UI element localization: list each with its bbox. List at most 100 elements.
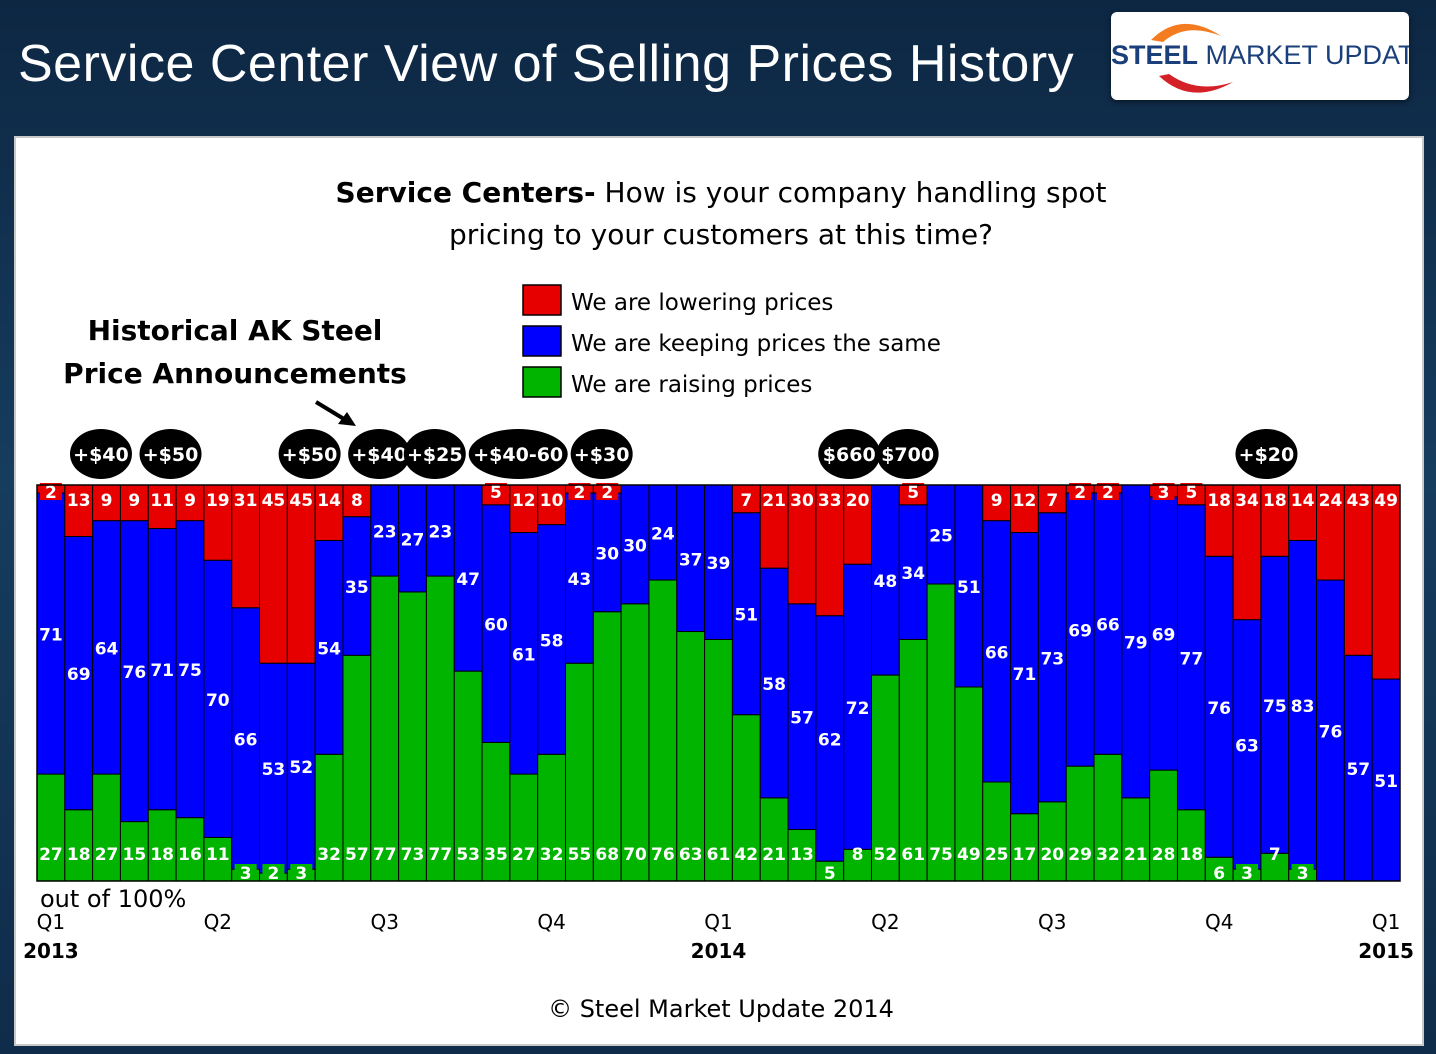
announcement-label: $700 [881, 444, 934, 466]
data-label-keeping: 75 [1263, 697, 1287, 717]
data-label-keeping: 69 [67, 665, 91, 685]
bar-keeping [231, 607, 261, 870]
bar-keeping [954, 484, 984, 688]
data-label-raising: 25 [985, 845, 1009, 865]
data-label-keeping: 71 [39, 626, 63, 646]
data-label-lowering: 9 [991, 491, 1003, 511]
data-label-lowering: 2 [601, 483, 613, 503]
data-label-lowering: 13 [67, 491, 91, 511]
data-label-raising: 53 [456, 845, 480, 865]
data-label-raising: 55 [568, 845, 592, 865]
bar-raising [954, 686, 984, 882]
bar-keeping [815, 615, 845, 862]
bar-raising [453, 670, 483, 882]
data-label-bg-raising [290, 864, 313, 881]
annotation-arrow-icon [314, 400, 356, 426]
data-label-raising: 3 [240, 864, 252, 884]
data-label-lowering: 43 [1346, 491, 1370, 511]
data-label-bg-lowering [1069, 483, 1092, 500]
chart-title-rest: How is your company handling spot [596, 176, 1107, 209]
data-label-keeping: 79 [1124, 633, 1148, 653]
bar-lowering [1343, 484, 1373, 656]
data-label-lowering: 45 [262, 491, 286, 511]
bar-raising [704, 638, 733, 882]
announcement-label: +$50 [143, 444, 199, 466]
data-label-bg-lowering [1180, 483, 1203, 500]
bars-group [36, 484, 1401, 882]
bar-raising [787, 829, 817, 882]
bar-raising [1065, 765, 1095, 882]
logo-text-rest: MARKET UPDATE [1205, 40, 1409, 70]
bar-raising [982, 781, 1012, 882]
data-label-raising: 52 [874, 845, 898, 865]
bar-keeping [342, 516, 372, 656]
bar-raising [203, 836, 233, 882]
data-label-raising: 3 [1241, 864, 1253, 884]
bar-keeping [565, 492, 594, 664]
data-label-lowering: 12 [512, 491, 536, 511]
data-label-lowering: 24 [1319, 491, 1343, 511]
data-label-raising: 35 [484, 845, 508, 865]
data-label-lowering: 8 [351, 491, 363, 511]
bar-keeping [1288, 539, 1318, 870]
data-label-keeping: 76 [1207, 699, 1231, 719]
data-label-lowering: 31 [234, 491, 258, 511]
data-label-lowering: 9 [101, 491, 113, 511]
bar-lowering [1010, 484, 1039, 534]
bar-keeping [509, 532, 539, 775]
bar-raising [398, 591, 427, 882]
announcement-bubble [69, 429, 132, 479]
bar-lowering [1232, 484, 1262, 621]
legend-swatch-lowering [522, 284, 562, 316]
data-label-lowering: 5 [907, 483, 919, 503]
bar-lowering [203, 484, 233, 561]
data-label-raising: 20 [1040, 845, 1064, 865]
bar-keeping [537, 524, 567, 755]
data-label-bg-raising [1291, 864, 1314, 881]
legend-label-keeping: We are keeping prices the same [571, 331, 941, 357]
announcement-bubble [570, 429, 633, 479]
x-tick-label: Q3 [1038, 910, 1066, 934]
x-year-label: 2014 [691, 939, 747, 963]
data-label-raising: 3 [1297, 864, 1309, 884]
bar-raising [370, 575, 400, 882]
data-label-raising: 29 [1068, 845, 1092, 865]
announcement-label: +$25 [407, 444, 463, 466]
data-label-keeping: 48 [874, 572, 898, 592]
bar-raising [509, 773, 539, 882]
bar-keeping [203, 559, 233, 838]
data-label-raising: 32 [1096, 845, 1120, 865]
data-label-lowering: 7 [1046, 491, 1058, 511]
data-label-keeping: 47 [456, 570, 480, 590]
data-label-lowering: 20 [846, 491, 870, 511]
data-label-raising: 77 [429, 845, 453, 865]
data-label-keeping: 66 [985, 643, 1009, 663]
data-label-lowering: 19 [206, 491, 230, 511]
data-label-bg-lowering [39, 483, 62, 500]
data-label-keeping: 70 [206, 691, 230, 711]
announcement-label: +$50 [282, 444, 338, 466]
data-label-lowering: 3 [1158, 483, 1170, 503]
data-label-raising: 76 [651, 845, 675, 865]
announcement-bubble [278, 429, 341, 479]
data-label-bg-lowering [1152, 483, 1175, 500]
data-label-raising: 18 [67, 845, 91, 865]
bar-keeping [1204, 555, 1234, 858]
bar-raising [620, 603, 650, 882]
data-label-raising: 16 [178, 845, 202, 865]
bar-keeping [64, 535, 94, 811]
copyright-footer: © Steel Market Update 2014 [548, 995, 894, 1023]
data-label-raising: 18 [1180, 845, 1204, 865]
bar-keeping [787, 603, 817, 831]
bar-raising [342, 654, 372, 882]
bar-raising [1149, 769, 1178, 882]
bar-keeping [1065, 492, 1095, 767]
announcement-label: $660 [823, 444, 876, 466]
data-label-lowering: 2 [45, 483, 57, 503]
data-label-keeping: 53 [262, 760, 286, 780]
chart-title-bold: Service Centers- [336, 176, 596, 209]
data-label-keeping: 43 [568, 570, 592, 590]
data-label-raising: 21 [1124, 845, 1148, 865]
announcement-bubble [139, 429, 202, 479]
data-label-bg-raising [818, 864, 841, 881]
